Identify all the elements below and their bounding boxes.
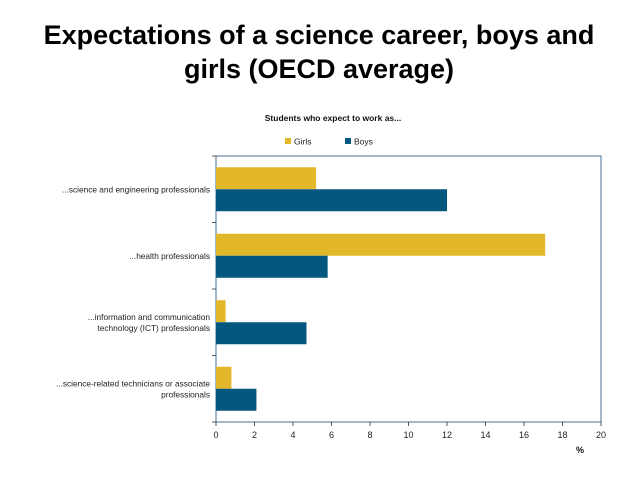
category-label: ...health professionals xyxy=(129,251,210,261)
x-tick-label: 4 xyxy=(290,430,295,440)
bar-boys xyxy=(216,255,328,278)
x-tick-label: 0 xyxy=(213,430,218,440)
legend-swatch-boys xyxy=(345,138,351,144)
category-label-line: ...science and engineering professionals xyxy=(62,184,210,194)
x-tick-label: 20 xyxy=(596,430,606,440)
x-tick-label: 10 xyxy=(403,430,413,440)
legend-label-girls: Girls xyxy=(294,137,311,147)
bar-girls xyxy=(216,366,232,389)
x-tick-label: 18 xyxy=(557,430,567,440)
bar-boys xyxy=(216,189,447,212)
chart-title: Students who expect to work as... xyxy=(265,113,402,123)
bar-girls xyxy=(216,167,317,190)
bar-girls xyxy=(216,233,546,256)
category-label-line: ...health professionals xyxy=(129,251,210,261)
x-tick-label: 14 xyxy=(480,430,490,440)
category-label-line: ...science-related technicians or associ… xyxy=(56,378,210,388)
slide-title: Expectations of a science career, boys a… xyxy=(0,18,638,86)
category-label-line: ...information and communication xyxy=(88,312,211,322)
slide-title-line-2: girls (OECD average) xyxy=(183,54,455,84)
bar-boys xyxy=(216,388,257,411)
slide-title-line-1: Expectations of a science career, boys a… xyxy=(43,20,595,50)
category-label: ...science and engineering professionals xyxy=(62,184,210,194)
bar-boys xyxy=(216,322,307,345)
category-label: ...science-related technicians or associ… xyxy=(56,378,210,399)
legend-swatch-girls xyxy=(285,138,291,144)
x-tick-label: 8 xyxy=(367,430,372,440)
category-label-line: professionals xyxy=(161,389,210,399)
x-tick-label: 12 xyxy=(442,430,452,440)
legend: Girls Boys xyxy=(285,137,373,147)
x-axis-label: % xyxy=(576,445,584,455)
x-tick-label: 16 xyxy=(519,430,529,440)
category-label: ...information and communication technolo… xyxy=(88,312,211,333)
x-tick-label: 2 xyxy=(252,430,257,440)
plot-area: 0 2 4 6 8 10 12 14 16 18 20 ...science and engineer… xyxy=(56,155,606,440)
bar-girls xyxy=(216,300,226,323)
legend-label-boys: Boys xyxy=(354,137,373,147)
x-tick-label: 6 xyxy=(329,430,334,440)
category-label-line: technology (ICT) professionals xyxy=(97,323,210,333)
